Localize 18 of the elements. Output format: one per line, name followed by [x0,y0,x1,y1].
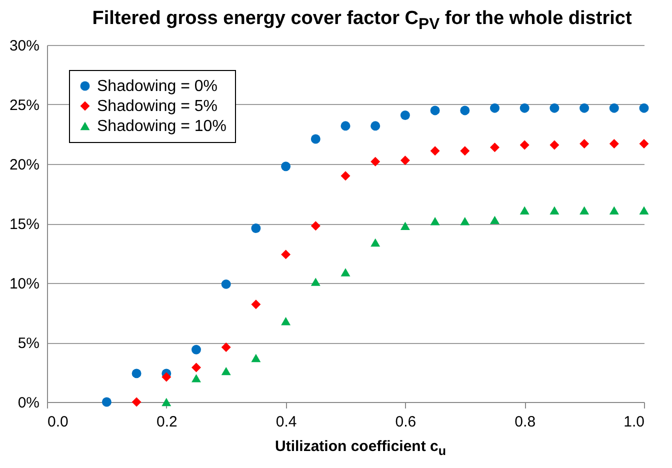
y-tick-label: 25% [9,97,40,114]
x-tick-label: 1.0 [624,414,644,430]
x-tick-label: 0.8 [514,414,536,430]
y-tick-label: 15% [9,216,40,233]
x-tick-label: 0.2 [156,414,178,430]
y-tick-label: 20% [9,156,40,174]
y-tick-label: 10% [9,276,40,292]
chart-title: Filtered gross energy cover factor C$_{PV}$ for the whole district [91,8,633,34]
x-tick-label: 0.6 [395,414,416,430]
y-tick-label: 30% [9,38,40,54]
x-axis-title: Utilization coefficient c$_{u}$ [274,438,447,458]
y-tick-label: 5% [18,335,40,352]
legend-label: Shadowing = 10% [97,118,226,135]
legend-label: Shadowing = 0% [97,78,218,95]
x-tick-label: 0.0 [48,414,68,430]
legend-label: Shadowing = 5% [97,98,218,115]
x-tick-label: 0.4 [276,414,297,430]
y-tick-label: 0% [18,394,40,412]
